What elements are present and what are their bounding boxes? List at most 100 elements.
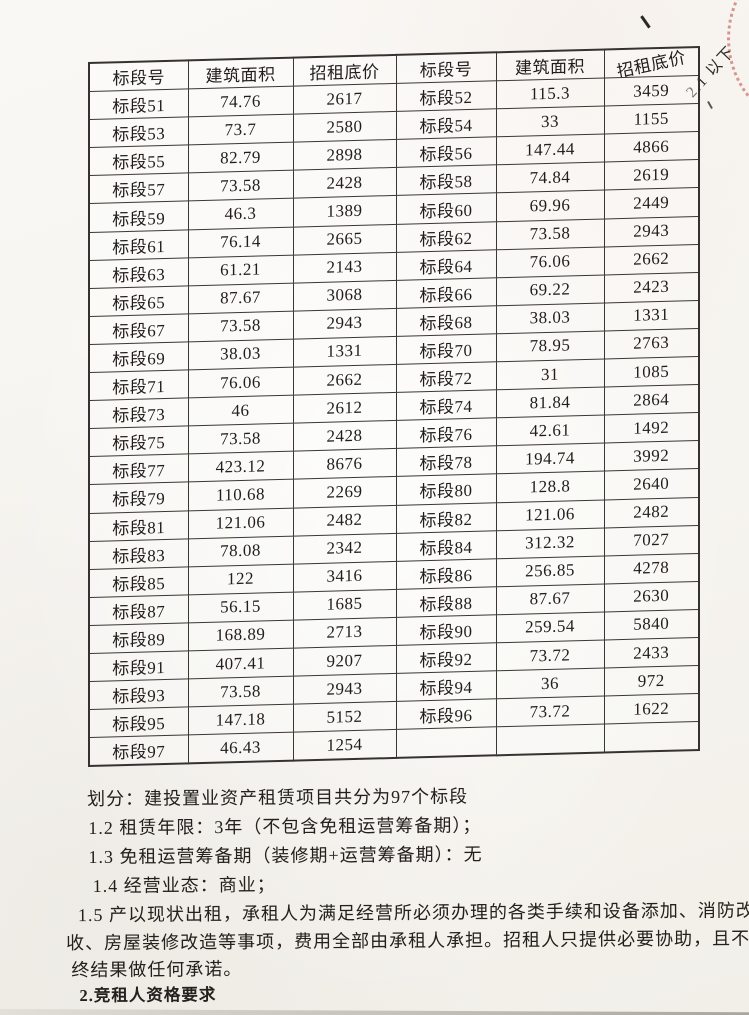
scan-bottom-edge (0, 1009, 749, 1015)
rent-floor-price-cell: 2342 (293, 533, 396, 564)
notes-block: 划分：建投置业资产租赁项目共分为97个标段 1.2 租赁年限：3年（不包含免租运营… (66, 780, 749, 1009)
rent-floor-price-cell: 2482 (604, 497, 699, 528)
rent-floor-price-cell: 2713 (293, 617, 396, 649)
building-area-cell: 147.18 (188, 704, 293, 736)
section-id-cell: 标段73 (89, 398, 188, 429)
building-area-cell: 73.58 (188, 170, 293, 202)
rent-floor-price-cell: 9207 (293, 645, 396, 677)
building-area-cell: 36 (496, 668, 604, 699)
section-id-cell: 标段71 (89, 369, 188, 401)
rent-floor-price-cell: 2943 (293, 308, 396, 340)
building-area-cell: 423.12 (188, 451, 293, 483)
paragraph-line: 1.3 免租运营筹备期（装修期+运营筹备期）：无 (88, 844, 483, 867)
section-id-cell: 标段84 (396, 530, 496, 562)
section-id-cell: 标段96 (396, 698, 496, 730)
rent-floor-price-cell: 8676 (293, 448, 396, 480)
column-header-label: 建筑面积 (205, 65, 276, 86)
rent-floor-price-cell: 1085 (604, 356, 699, 388)
section-id-cell: 标段95 (89, 707, 188, 738)
paragraph-line: 1.4 经营业态：商业； (92, 874, 276, 896)
section-id-cell: 标段91 (89, 650, 188, 682)
rent-floor-price-cell: 5840 (604, 609, 699, 640)
building-area-cell: 33 (496, 106, 604, 138)
building-area-cell: 73.58 (496, 218, 604, 250)
rent-floor-price-cell: 2640 (604, 468, 699, 500)
rent-floor-price-cell: 2428 (293, 167, 396, 199)
section-id-cell: 标段78 (396, 446, 496, 477)
section-id-cell: 标段81 (89, 510, 188, 542)
section-id-cell: 标段54 (396, 109, 496, 140)
section-id-cell: 标段93 (89, 678, 188, 710)
rent-floor-price-cell: 1331 (604, 300, 699, 331)
column-header-label: 标段号 (112, 68, 166, 89)
building-area-cell: 122 (188, 563, 293, 595)
column-header-label: 建筑面积 (515, 57, 585, 78)
table-body: 标段51 74.76 2617 标段52 115.3 3459 标段53 73.7 2580 标段… (89, 75, 699, 767)
rent-floor-price-cell: 2898 (293, 139, 396, 171)
section-id-cell: 标段76 (396, 418, 496, 449)
rent-floor-price-cell: 1389 (293, 195, 396, 227)
paragraph-line: 1.5 产以现状出租，承租人为满足经营所必须办理的各类手续和设备添加、消防改造验 (77, 900, 749, 926)
building-area-cell: 38.03 (496, 302, 604, 334)
rent-floor-price-cell: 1155 (604, 103, 699, 135)
building-area-cell: 74.84 (496, 162, 604, 194)
building-area-cell (496, 724, 604, 756)
rent-floor-price-cell: 7027 (604, 525, 699, 556)
rent-floor-price-cell: 2864 (604, 384, 699, 416)
building-area-cell: 78.08 (188, 535, 293, 567)
rent-floor-price-cell: 3068 (293, 280, 396, 311)
building-area-cell: 256.85 (496, 555, 604, 587)
section-id-cell: 标段51 (89, 88, 188, 120)
building-area-cell: 121.06 (496, 499, 604, 531)
column-header: 招租底价 (293, 54, 396, 87)
section-id-cell: 标段80 (396, 474, 496, 505)
section-id-cell (396, 727, 496, 759)
section-id-cell: 标段92 (396, 642, 496, 674)
building-area-cell: 73.58 (188, 310, 293, 342)
rent-floor-price-cell: 2662 (293, 364, 396, 396)
column-header: 标段号 (89, 60, 188, 92)
column-header: 建筑面积 (188, 57, 293, 89)
rent-floor-price-cell: 1254 (293, 729, 396, 761)
rent-floor-price-cell: 4866 (604, 131, 699, 163)
building-area-cell: 73.58 (188, 676, 293, 708)
rent-floor-price-cell: 2612 (293, 392, 396, 424)
rent-floor-price-cell: 2269 (293, 476, 396, 508)
column-header: 建筑面积 (496, 49, 604, 81)
ink-mark (640, 15, 651, 29)
rent-floor-price-cell: 2662 (604, 244, 699, 275)
building-area-cell: 73.7 (188, 114, 293, 146)
column-header-label: 标段号 (419, 59, 473, 81)
section-id-cell: 标段77 (89, 454, 188, 485)
section-id-cell: 标段94 (396, 670, 496, 702)
section-id-cell: 标段75 (89, 426, 188, 457)
building-area-cell: 128.8 (496, 471, 604, 503)
section-id-cell: 标段68 (396, 305, 496, 337)
building-area-cell: 87.67 (496, 583, 604, 615)
building-area-cell: 73.58 (188, 423, 293, 455)
building-area-cell: 76.14 (188, 226, 293, 258)
building-area-cell: 56.15 (188, 591, 293, 623)
section-id-cell: 标段67 (89, 313, 188, 345)
rent-floor-price-cell: 5152 (293, 701, 396, 733)
building-area-cell: 46 (188, 395, 293, 427)
section-id-cell: 标段83 (89, 538, 188, 570)
building-area-cell: 76.06 (496, 246, 604, 278)
rent-floor-price-cell: 3416 (293, 561, 396, 592)
section-id-cell: 标段87 (89, 594, 188, 626)
rent-floor-price-cell: 2665 (293, 223, 396, 255)
section-id-cell: 标段56 (396, 137, 496, 168)
rent-floor-price-cell: 2943 (293, 673, 396, 705)
paragraph-line: 2.竞租人资格要求 (79, 985, 217, 1006)
section-id-cell: 标段88 (396, 586, 496, 618)
building-area-cell: 73.72 (496, 639, 604, 671)
building-area-cell: 42.61 (496, 415, 604, 447)
section-id-cell: 标段63 (89, 257, 188, 289)
section-id-cell: 标段89 (89, 622, 188, 654)
rent-floor-price-cell: 4278 (604, 553, 699, 584)
section-id-cell: 标段59 (89, 201, 188, 233)
section-id-cell: 标段70 (396, 333, 496, 365)
section-id-cell: 标段62 (396, 221, 496, 253)
rent-floor-price-cell: 972 (604, 665, 699, 697)
